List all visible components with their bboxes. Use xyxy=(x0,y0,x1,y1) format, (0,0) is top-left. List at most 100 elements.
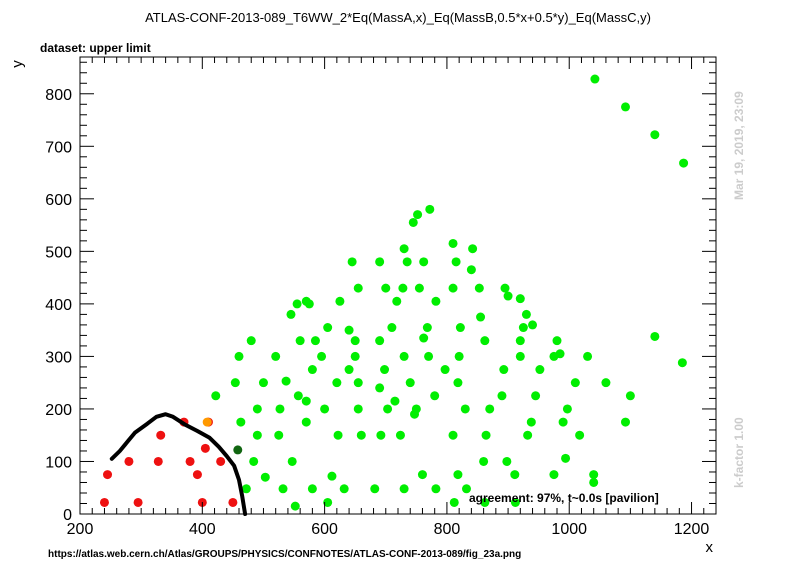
point-excluded xyxy=(200,443,210,453)
point-allowed xyxy=(677,358,687,368)
point-allowed xyxy=(260,472,270,482)
point-allowed xyxy=(497,391,507,401)
point-allowed xyxy=(339,484,349,494)
point-allowed xyxy=(399,484,409,494)
point-orange xyxy=(202,417,212,427)
y-axis-label: y xyxy=(9,60,26,68)
point-allowed xyxy=(411,404,421,414)
point-darkgreen xyxy=(233,445,243,455)
point-allowed xyxy=(375,336,385,346)
point-allowed xyxy=(625,391,635,401)
point-allowed xyxy=(589,470,599,480)
point-allowed xyxy=(398,283,408,293)
point-allowed xyxy=(561,453,571,463)
point-allowed xyxy=(461,484,471,494)
point-excluded xyxy=(228,497,238,507)
point-allowed xyxy=(523,430,533,440)
point-allowed xyxy=(353,404,363,414)
point-allowed xyxy=(290,501,300,511)
point-allowed xyxy=(252,430,262,440)
chart-title: ATLAS-CONF-2013-089_T6WW_2*Eq(MassA,x)_E… xyxy=(145,10,651,25)
point-allowed xyxy=(295,336,305,346)
point-allowed xyxy=(376,430,386,440)
point-allowed xyxy=(528,320,538,330)
point-allowed xyxy=(347,257,357,267)
point-allowed xyxy=(468,244,478,254)
point-allowed xyxy=(601,378,611,388)
point-allowed xyxy=(535,365,545,375)
point-allowed xyxy=(335,296,345,306)
point-allowed xyxy=(252,404,262,414)
point-allowed xyxy=(570,378,580,388)
point-allowed xyxy=(419,333,429,343)
y-tick-label: 600 xyxy=(45,192,72,209)
point-allowed xyxy=(590,74,600,84)
point-allowed xyxy=(422,323,432,333)
point-allowed xyxy=(274,430,284,440)
point-excluded xyxy=(185,456,195,466)
point-allowed xyxy=(241,484,251,494)
timestamp-label: Mar 19, 2019, 23:09 xyxy=(732,91,746,200)
point-allowed xyxy=(515,336,525,346)
point-excluded xyxy=(192,470,202,480)
point-excluded xyxy=(124,456,134,466)
source-url[interactable]: https://atlas.web.cern.ch/Atlas/GROUPS/P… xyxy=(48,549,522,560)
point-allowed xyxy=(518,323,528,333)
point-allowed xyxy=(392,296,402,306)
x-tick-label: 1200 xyxy=(674,521,710,538)
point-allowed xyxy=(301,417,311,427)
y-tick-label: 300 xyxy=(45,349,72,366)
point-allowed xyxy=(344,325,354,335)
y-tick-label: 200 xyxy=(45,402,72,419)
point-allowed xyxy=(549,470,559,480)
point-allowed xyxy=(249,456,259,466)
point-allowed xyxy=(211,391,221,401)
data-points xyxy=(99,74,689,511)
point-allowed xyxy=(353,378,363,388)
point-allowed xyxy=(449,497,459,507)
point-allowed xyxy=(375,383,385,393)
point-allowed xyxy=(531,391,541,401)
point-allowed xyxy=(395,430,405,440)
point-allowed xyxy=(521,309,531,319)
point-allowed xyxy=(679,158,689,168)
point-allowed xyxy=(448,238,458,248)
point-allowed xyxy=(380,365,390,375)
point-allowed xyxy=(502,456,512,466)
point-allowed xyxy=(555,349,565,359)
point-allowed xyxy=(356,430,366,440)
agreement-label: agreement: 97%, t~0.0s [pavilion] xyxy=(469,491,659,505)
point-allowed xyxy=(526,417,536,427)
point-allowed xyxy=(440,365,450,375)
y-tick-label: 400 xyxy=(45,297,72,314)
point-allowed xyxy=(317,351,327,361)
point-allowed xyxy=(399,351,409,361)
point-allowed xyxy=(454,351,464,361)
point-allowed xyxy=(271,351,281,361)
point-allowed xyxy=(425,204,435,214)
point-excluded xyxy=(103,470,113,480)
point-allowed xyxy=(383,404,393,414)
point-allowed xyxy=(287,456,297,466)
point-allowed xyxy=(286,309,296,319)
point-allowed xyxy=(292,299,302,309)
point-allowed xyxy=(375,257,385,267)
point-allowed xyxy=(323,323,333,333)
point-allowed xyxy=(307,365,317,375)
y-tick-label: 500 xyxy=(45,244,72,261)
axes: 200 400 600 800 1000 1200 0 100 200 300 400 500 600 7… xyxy=(9,56,717,556)
point-allowed xyxy=(466,265,476,275)
point-allowed xyxy=(451,257,461,267)
y-tick-label: 800 xyxy=(45,87,72,104)
point-allowed xyxy=(460,404,470,414)
point-allowed xyxy=(431,296,441,306)
point-allowed xyxy=(370,484,380,494)
point-allowed xyxy=(510,497,520,507)
point-allowed xyxy=(402,257,412,267)
point-allowed xyxy=(515,294,525,304)
point-allowed xyxy=(620,102,630,112)
point-allowed xyxy=(278,484,288,494)
point-allowed xyxy=(417,470,427,480)
kfactor-label: k-factor 1.00 xyxy=(732,417,746,488)
